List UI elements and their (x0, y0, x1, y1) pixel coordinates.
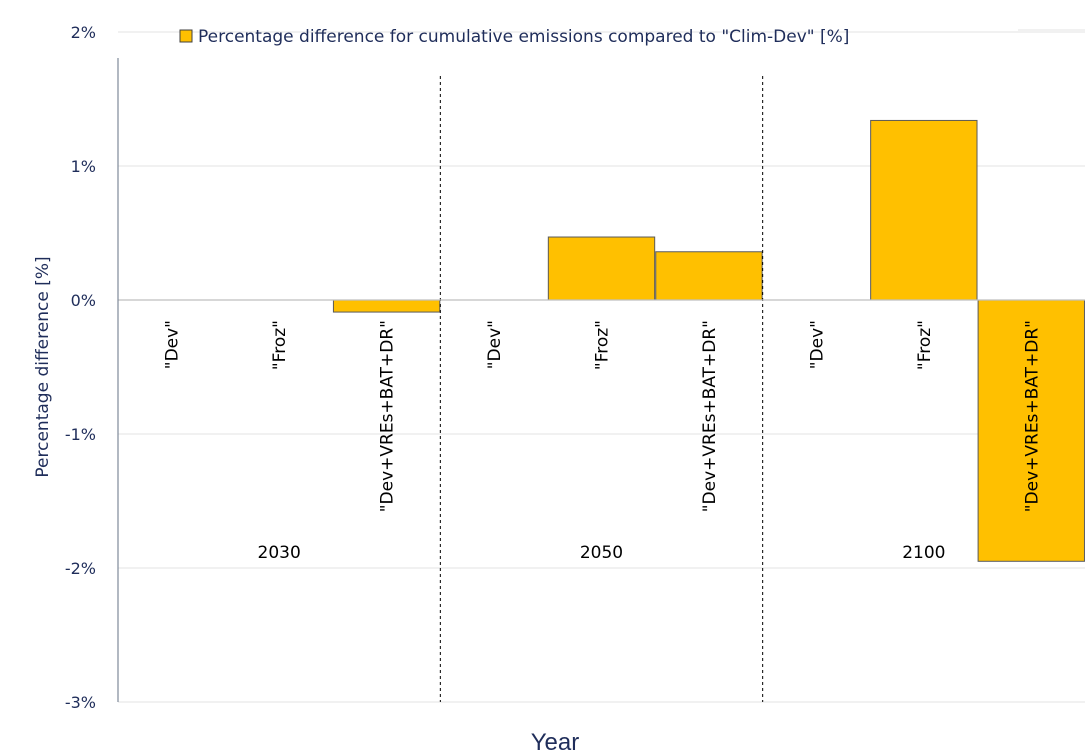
y-tick-label: -3% (65, 693, 96, 712)
group-label: 2030 (258, 543, 301, 563)
legend-swatch (179, 29, 193, 43)
category-label: "Dev" (807, 320, 827, 369)
y-tick-label: -2% (65, 559, 96, 578)
bar (332, 299, 441, 313)
x-axis-label: Year (531, 729, 580, 756)
bar (655, 251, 763, 301)
category-label: "Dev" (163, 320, 183, 369)
bars (332, 119, 1085, 562)
y-axis-label: Percentage difference [%] (33, 256, 53, 477)
bar (547, 236, 656, 301)
legend-label: Percentage difference for cumulative emi… (198, 27, 849, 47)
category-label: "Dev+VREs+BAT+DR" (1022, 320, 1042, 512)
category-label: "Dev+VREs+BAT+DR" (378, 320, 398, 512)
category-label: "Froz" (915, 320, 935, 370)
bar (870, 119, 978, 301)
group-label: 2050 (580, 543, 623, 563)
labels: -3% -2% -1% 0% 1% 2% "Dev" "Froz" "Dev+VREs+BAT+… (65, 23, 1042, 712)
y-tick-label: 1% (71, 157, 96, 176)
category-label: "Froz" (593, 320, 613, 370)
y-tick-label: 0% (71, 291, 96, 310)
legend: Percentage difference for cumulative emi… (179, 27, 849, 47)
bar (977, 299, 1085, 562)
category-label: "Dev" (485, 320, 505, 369)
y-tick-label: -1% (65, 425, 96, 444)
category-label: "Dev+VREs+BAT+DR" (700, 320, 720, 512)
group-label: 2100 (902, 543, 945, 563)
category-label: "Froz" (270, 320, 290, 370)
y-tick-label: 2% (71, 23, 96, 42)
axes (117, 58, 1085, 702)
